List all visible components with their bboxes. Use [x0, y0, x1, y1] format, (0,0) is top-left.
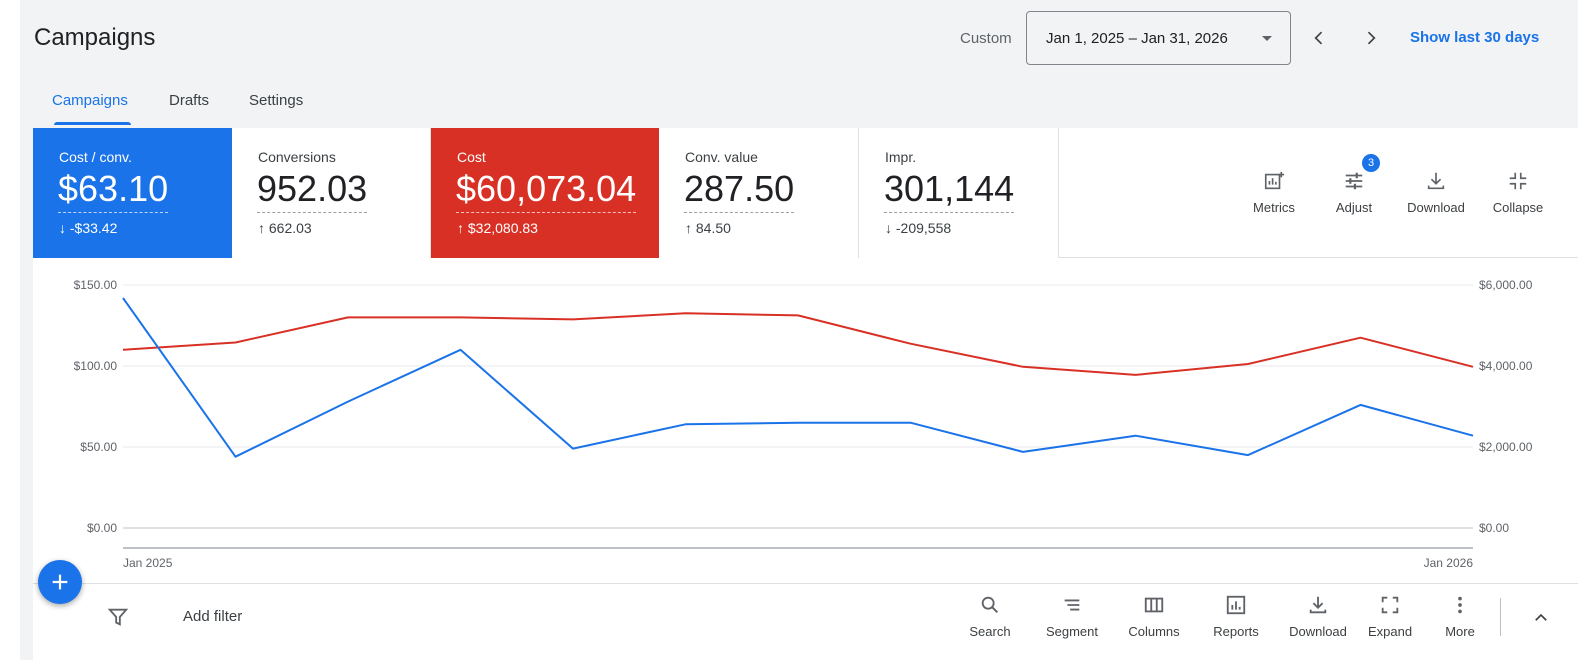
metric-value: $60,073.04 [456, 170, 637, 213]
metric-value: 287.50 [684, 170, 795, 213]
performance-chart: $150.00 $6,000.00 $100.00 $4,000.00 $50.00 $2… [33, 258, 1578, 583]
metric-card-conversions[interactable]: Conversions 952.03 ↑ 662.03 [232, 128, 431, 258]
adjust-count-badge: 3 [1362, 154, 1380, 172]
metric-value: $63.10 [58, 170, 169, 213]
metric-delta: ↓ -$33.42 [59, 220, 118, 236]
chevron-right-icon [1367, 31, 1376, 45]
metric-cards: Cost / conv. $63.10 ↓ -$33.42 Conversion… [33, 128, 1578, 258]
toolbar-label: Columns [1128, 624, 1180, 639]
add-filter-button[interactable]: Add filter [183, 608, 243, 625]
tune-icon [1345, 172, 1363, 190]
search-icon [981, 596, 999, 614]
metric-label: Impr. [885, 149, 917, 165]
collapse-chart-button[interactable] [1527, 604, 1555, 632]
adjust-button-label: Adjust [1335, 200, 1373, 215]
toolbar-download-button[interactable]: Download [1283, 594, 1353, 639]
tab-campaigns[interactable]: Campaigns [52, 92, 128, 109]
left-axis-tick-label: $150.00 [74, 278, 118, 292]
tab-settings[interactable]: Settings [249, 92, 304, 109]
show-last-30-days-link[interactable]: Show last 30 days [1410, 29, 1540, 46]
metric-card-cost[interactable]: Cost $60,073.04 ↑ $32,080.83 [431, 128, 659, 258]
left-axis-tick-label: $100.00 [74, 359, 118, 373]
tab-drafts[interactable]: Drafts [169, 92, 210, 109]
toolbar-segment-button[interactable]: Segment [1037, 594, 1107, 639]
download-icon [1309, 596, 1327, 614]
metric-value: 301,144 [884, 170, 1015, 213]
metric-card-impressions[interactable]: Impr. 301,144 ↓ -209,558 [859, 128, 1059, 258]
adjust-button[interactable]: 3 Adjust [1319, 154, 1389, 215]
toolbar-search-button[interactable]: Search [955, 594, 1025, 639]
date-range-value: Jan 1, 2025 – Jan 31, 2026 [1046, 30, 1228, 47]
date-preset-label: Custom [960, 30, 1012, 47]
more-vert-icon [1458, 596, 1462, 614]
right-axis-tick-label: $0.00 [1479, 521, 1509, 535]
table-toolbar: Add filter Search Segment Columns Report… [33, 583, 1578, 660]
metrics-button[interactable]: Metrics [1239, 158, 1309, 215]
metric-value: 952.03 [257, 170, 368, 213]
metric-card-cost-per-conv[interactable]: Cost / conv. $63.10 ↓ -$33.42 [33, 128, 232, 258]
main-panel: Cost / conv. $63.10 ↓ -$33.42 Conversion… [33, 128, 1578, 660]
metric-card-conv-value[interactable]: Conv. value 287.50 ↑ 84.50 [659, 128, 859, 258]
metric-delta: ↑ $32,080.83 [457, 220, 538, 236]
toolbar-label: Reports [1213, 624, 1259, 639]
metric-label: Conversions [258, 149, 336, 165]
create-campaign-button[interactable] [38, 560, 82, 604]
toolbar-label: Segment [1045, 624, 1099, 639]
right-axis-tick-label: $2,000.00 [1479, 440, 1533, 454]
right-axis-tick-label: $6,000.00 [1479, 278, 1533, 292]
filter-icon[interactable] [107, 606, 129, 628]
series-line-cost-per-conv [122, 297, 1474, 458]
reports-icon [1226, 595, 1246, 615]
right-axis-tick-label: $4,000.00 [1479, 359, 1533, 373]
metric-label: Cost / conv. [59, 149, 132, 165]
metric-label: Cost [457, 149, 486, 165]
page: Campaigns Custom Jan 1, 2025 – Jan 31, 2… [20, 0, 1578, 660]
x-axis-tick-label: Jan 2025 [123, 556, 173, 570]
toolbar-reports-button[interactable]: Reports [1201, 594, 1271, 639]
x-axis-tick-label: Jan 2026 [1424, 556, 1474, 570]
left-axis-tick-label: $50.00 [80, 440, 117, 454]
expand-icon [1381, 596, 1399, 614]
toolbar-label: Search [969, 624, 1011, 639]
toolbar-label: Download [1289, 624, 1347, 639]
toolbar-expand-button[interactable]: Expand [1355, 594, 1425, 639]
toolbar-more-button[interactable]: More [1425, 594, 1495, 639]
card-tools: Metrics 3 Adjust Download [1233, 154, 1578, 228]
toolbar-label: More [1445, 624, 1475, 639]
toolbar-columns-button[interactable]: Columns [1119, 594, 1189, 639]
segment-icon [1064, 599, 1080, 611]
chevron-up-icon [1535, 613, 1547, 621]
next-period-button[interactable] [1355, 22, 1387, 54]
columns-icon [1144, 597, 1164, 613]
page-title: Campaigns [34, 24, 156, 51]
card-download-button[interactable]: Download [1401, 158, 1471, 215]
collapse-button-label: Collapse [1492, 200, 1544, 215]
toolbar-divider [1500, 598, 1501, 636]
date-range-picker[interactable]: Jan 1, 2025 – Jan 31, 2026 [1026, 11, 1291, 65]
add-chart-icon [1264, 171, 1285, 190]
previous-period-button[interactable] [1303, 22, 1335, 54]
collapse-icon [1509, 172, 1527, 190]
plus-icon [52, 574, 68, 590]
chevron-left-icon [1314, 31, 1323, 45]
left-axis-tick-label: $0.00 [87, 521, 117, 535]
toolbar-label: Expand [1367, 624, 1413, 639]
collapse-button[interactable]: Collapse [1483, 158, 1553, 215]
metric-delta: ↑ 662.03 [258, 220, 312, 236]
chart-svg: $150.00 $6,000.00 $100.00 $4,000.00 $50.00 $2… [74, 278, 1533, 570]
metric-delta: ↓ -209,558 [885, 220, 952, 236]
download-icon [1427, 172, 1445, 190]
download-button-label: Download [1407, 200, 1465, 215]
dropdown-caret-icon [1262, 36, 1272, 41]
active-tab-indicator [54, 122, 131, 125]
metrics-button-label: Metrics [1253, 200, 1295, 215]
metric-label: Conv. value [685, 149, 758, 165]
series-line-cost [122, 312, 1474, 376]
header: Campaigns Custom Jan 1, 2025 – Jan 31, 2… [20, 0, 1578, 128]
metric-delta: ↑ 84.50 [685, 220, 731, 236]
